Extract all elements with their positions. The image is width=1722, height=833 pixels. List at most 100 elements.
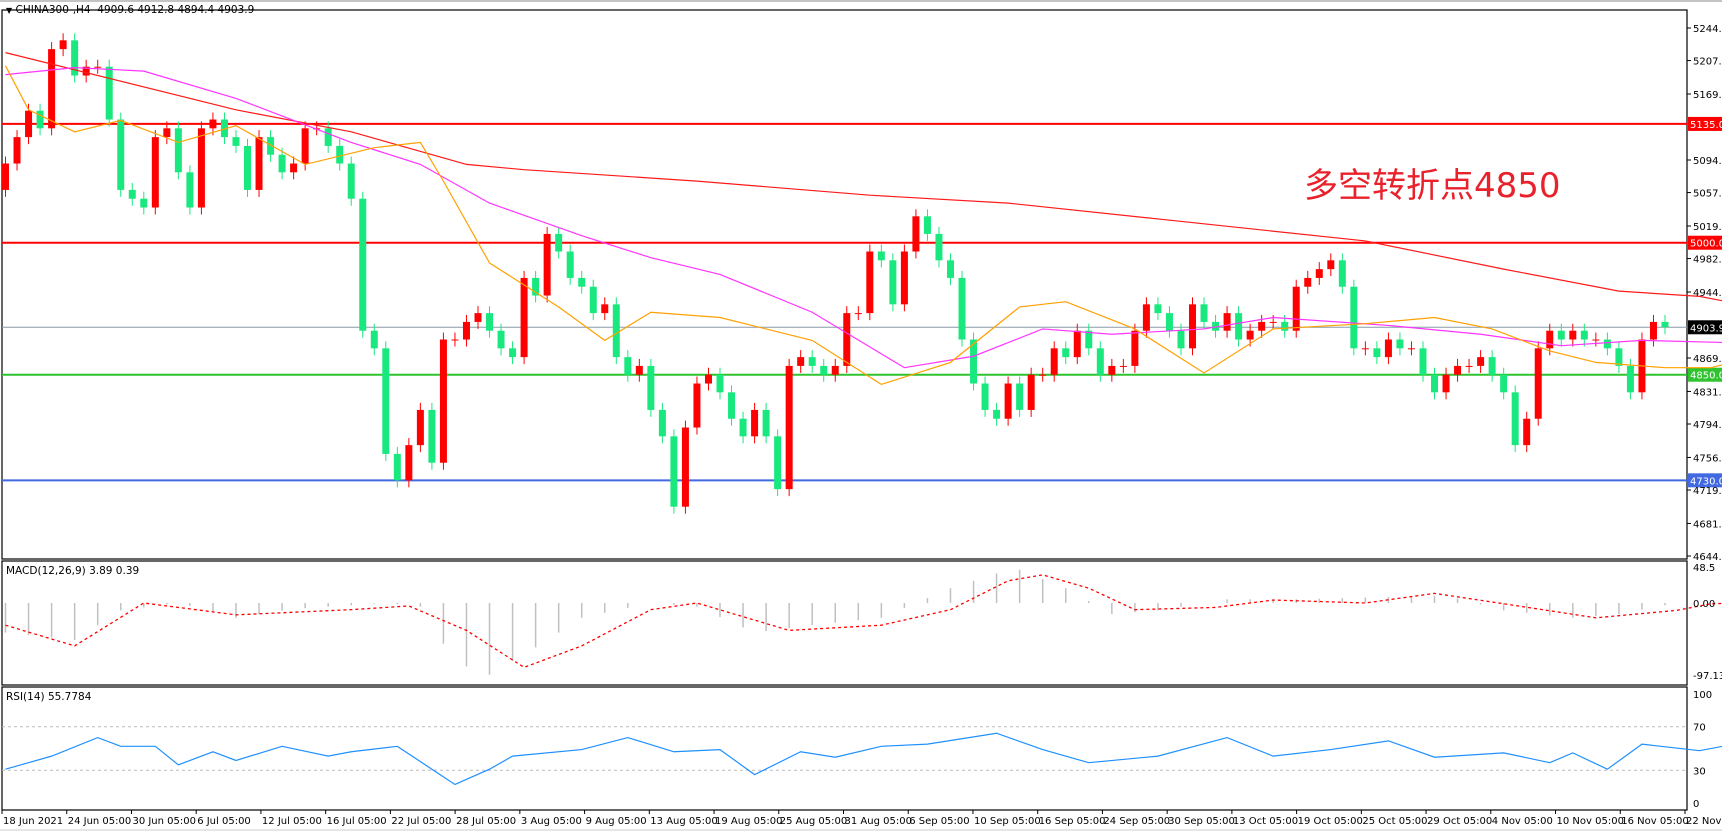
candle-bearish — [267, 137, 275, 155]
time-tick-label: 24 Jun 05:00 — [68, 816, 132, 827]
candle-bullish — [1189, 304, 1197, 349]
candle-bullish — [439, 339, 447, 463]
time-tick-label: 24 Sep 05:00 — [1103, 816, 1170, 827]
level-label: 5000.0 — [1690, 239, 1722, 250]
candle-bearish — [1235, 313, 1243, 340]
candle-bullish — [451, 339, 459, 341]
axes: 5244.0 5207.0 5169.0 5094.0 5057.0 5019.0 4982… — [1, 24, 1722, 827]
candle-bearish — [1557, 330, 1565, 340]
candle-bullish — [866, 251, 874, 314]
macd-title: MACD(12,26,9) 3.89 0.39 — [6, 565, 140, 577]
candle-bullish — [1477, 357, 1485, 366]
candle-bearish — [105, 66, 113, 120]
price-tick-label: 4869.0 — [1693, 354, 1722, 365]
candle-bullish — [912, 216, 920, 252]
candle-bullish — [462, 321, 470, 340]
price-tick-label: 4831.0 — [1693, 387, 1722, 398]
candle-bullish — [1269, 321, 1277, 323]
candle-bearish — [958, 277, 966, 340]
candle-bullish — [681, 427, 689, 507]
candle-bearish — [624, 357, 632, 375]
candle-bearish — [71, 40, 79, 76]
time-tick-label: 22 Nov 05:00 — [1686, 816, 1722, 827]
candle-bearish — [278, 154, 286, 173]
candle-bearish — [1615, 348, 1623, 366]
pane-frame — [1, 9, 1688, 560]
time-tick-label: 13 Aug 05:00 — [650, 816, 717, 827]
candle-bearish — [428, 409, 436, 463]
candle-bullish — [900, 251, 908, 305]
candle-bearish — [244, 145, 252, 190]
level-label: 4730.0 — [1690, 476, 1722, 487]
candle-bearish — [1373, 348, 1381, 358]
candle-bearish — [1661, 321, 1669, 328]
candle-bearish — [1281, 321, 1289, 331]
pane-frame — [1, 686, 1688, 811]
time-tick-label: 31 Aug 05:00 — [845, 816, 912, 827]
macd-signal-line — [5, 574, 1722, 669]
candle-bearish — [1085, 330, 1093, 349]
rsi-tick-label: 70 — [1693, 723, 1706, 734]
price-tick-label: 4719.0 — [1693, 486, 1722, 497]
candle-bearish — [186, 172, 194, 208]
candle-bullish — [854, 313, 862, 315]
candle-bearish — [1096, 348, 1104, 375]
candle-bullish — [693, 383, 701, 428]
price-tick-label: 5244.0 — [1693, 24, 1722, 35]
candle-bearish — [762, 409, 770, 437]
candle-bearish — [532, 277, 540, 296]
candle-bearish — [382, 348, 390, 454]
rsi-title: RSI(14) 55.7784 — [6, 691, 92, 703]
candle-bullish — [704, 374, 712, 384]
candle-bearish — [1431, 374, 1439, 393]
time-tick-label: 9 Aug 05:00 — [586, 816, 647, 827]
ma-line-mid — [5, 66, 1722, 369]
candle-bearish — [946, 260, 954, 278]
candle-bullish — [48, 49, 56, 129]
candle-bearish — [140, 198, 148, 208]
candle-bearish — [555, 233, 563, 252]
collapse-triangle-icon[interactable]: ▼ — [6, 6, 13, 15]
time-tick-label: 16 Jul 05:00 — [327, 816, 387, 827]
candle-bullish — [751, 409, 759, 437]
level-label: 5135.0 — [1690, 120, 1722, 131]
rsi-tick-label: 30 — [1693, 766, 1706, 777]
level-label: 4903.9 — [1690, 323, 1722, 334]
candle-bullish — [1465, 365, 1473, 367]
level-label-bg — [1688, 235, 1722, 250]
candle-bullish — [1361, 348, 1369, 350]
time-tick-label: 6 Jul 05:00 — [197, 816, 251, 827]
level-label-bg — [1688, 116, 1722, 131]
candle-bearish — [774, 436, 782, 490]
time-tick-label: 30 Sep 05:00 — [1168, 816, 1235, 827]
candle-bullish — [1315, 269, 1323, 278]
candle-bullish — [1304, 277, 1312, 287]
candle-bullish — [94, 66, 102, 68]
candle-bearish — [1154, 304, 1162, 314]
candle-bearish — [1177, 330, 1185, 349]
candle-bearish — [566, 251, 574, 278]
candle-bearish — [1419, 348, 1427, 375]
candle-bearish — [923, 216, 931, 234]
candle-bullish — [1039, 374, 1047, 376]
candle-bullish — [797, 357, 805, 366]
chart-header[interactable]: ▼ CHINA300-,H4 4909.6 4912.8 4894.4 4903… — [6, 4, 254, 16]
candle-bullish — [1442, 374, 1450, 393]
price-tick-label: 4944.0 — [1693, 288, 1722, 299]
candle-bearish — [370, 330, 378, 349]
candle-bullish — [1050, 348, 1058, 375]
time-tick-label: 29 Oct 05:00 — [1427, 816, 1492, 827]
candle-bearish — [739, 418, 747, 437]
price-tick-label: 5019.0 — [1693, 222, 1722, 233]
candle-bullish — [301, 128, 309, 164]
candle-bearish — [970, 339, 978, 384]
annotation-text: 多空转折点4850 — [1304, 166, 1561, 206]
candle-bearish — [877, 251, 885, 261]
candle-bullish — [151, 137, 159, 208]
price-tick-label: 4794.0 — [1693, 420, 1722, 431]
candles — [2, 33, 1669, 514]
level-label: 4850.0 — [1690, 371, 1722, 382]
candle-bearish — [808, 357, 816, 366]
candle-bearish — [232, 137, 240, 146]
candle-bullish — [1454, 365, 1462, 375]
